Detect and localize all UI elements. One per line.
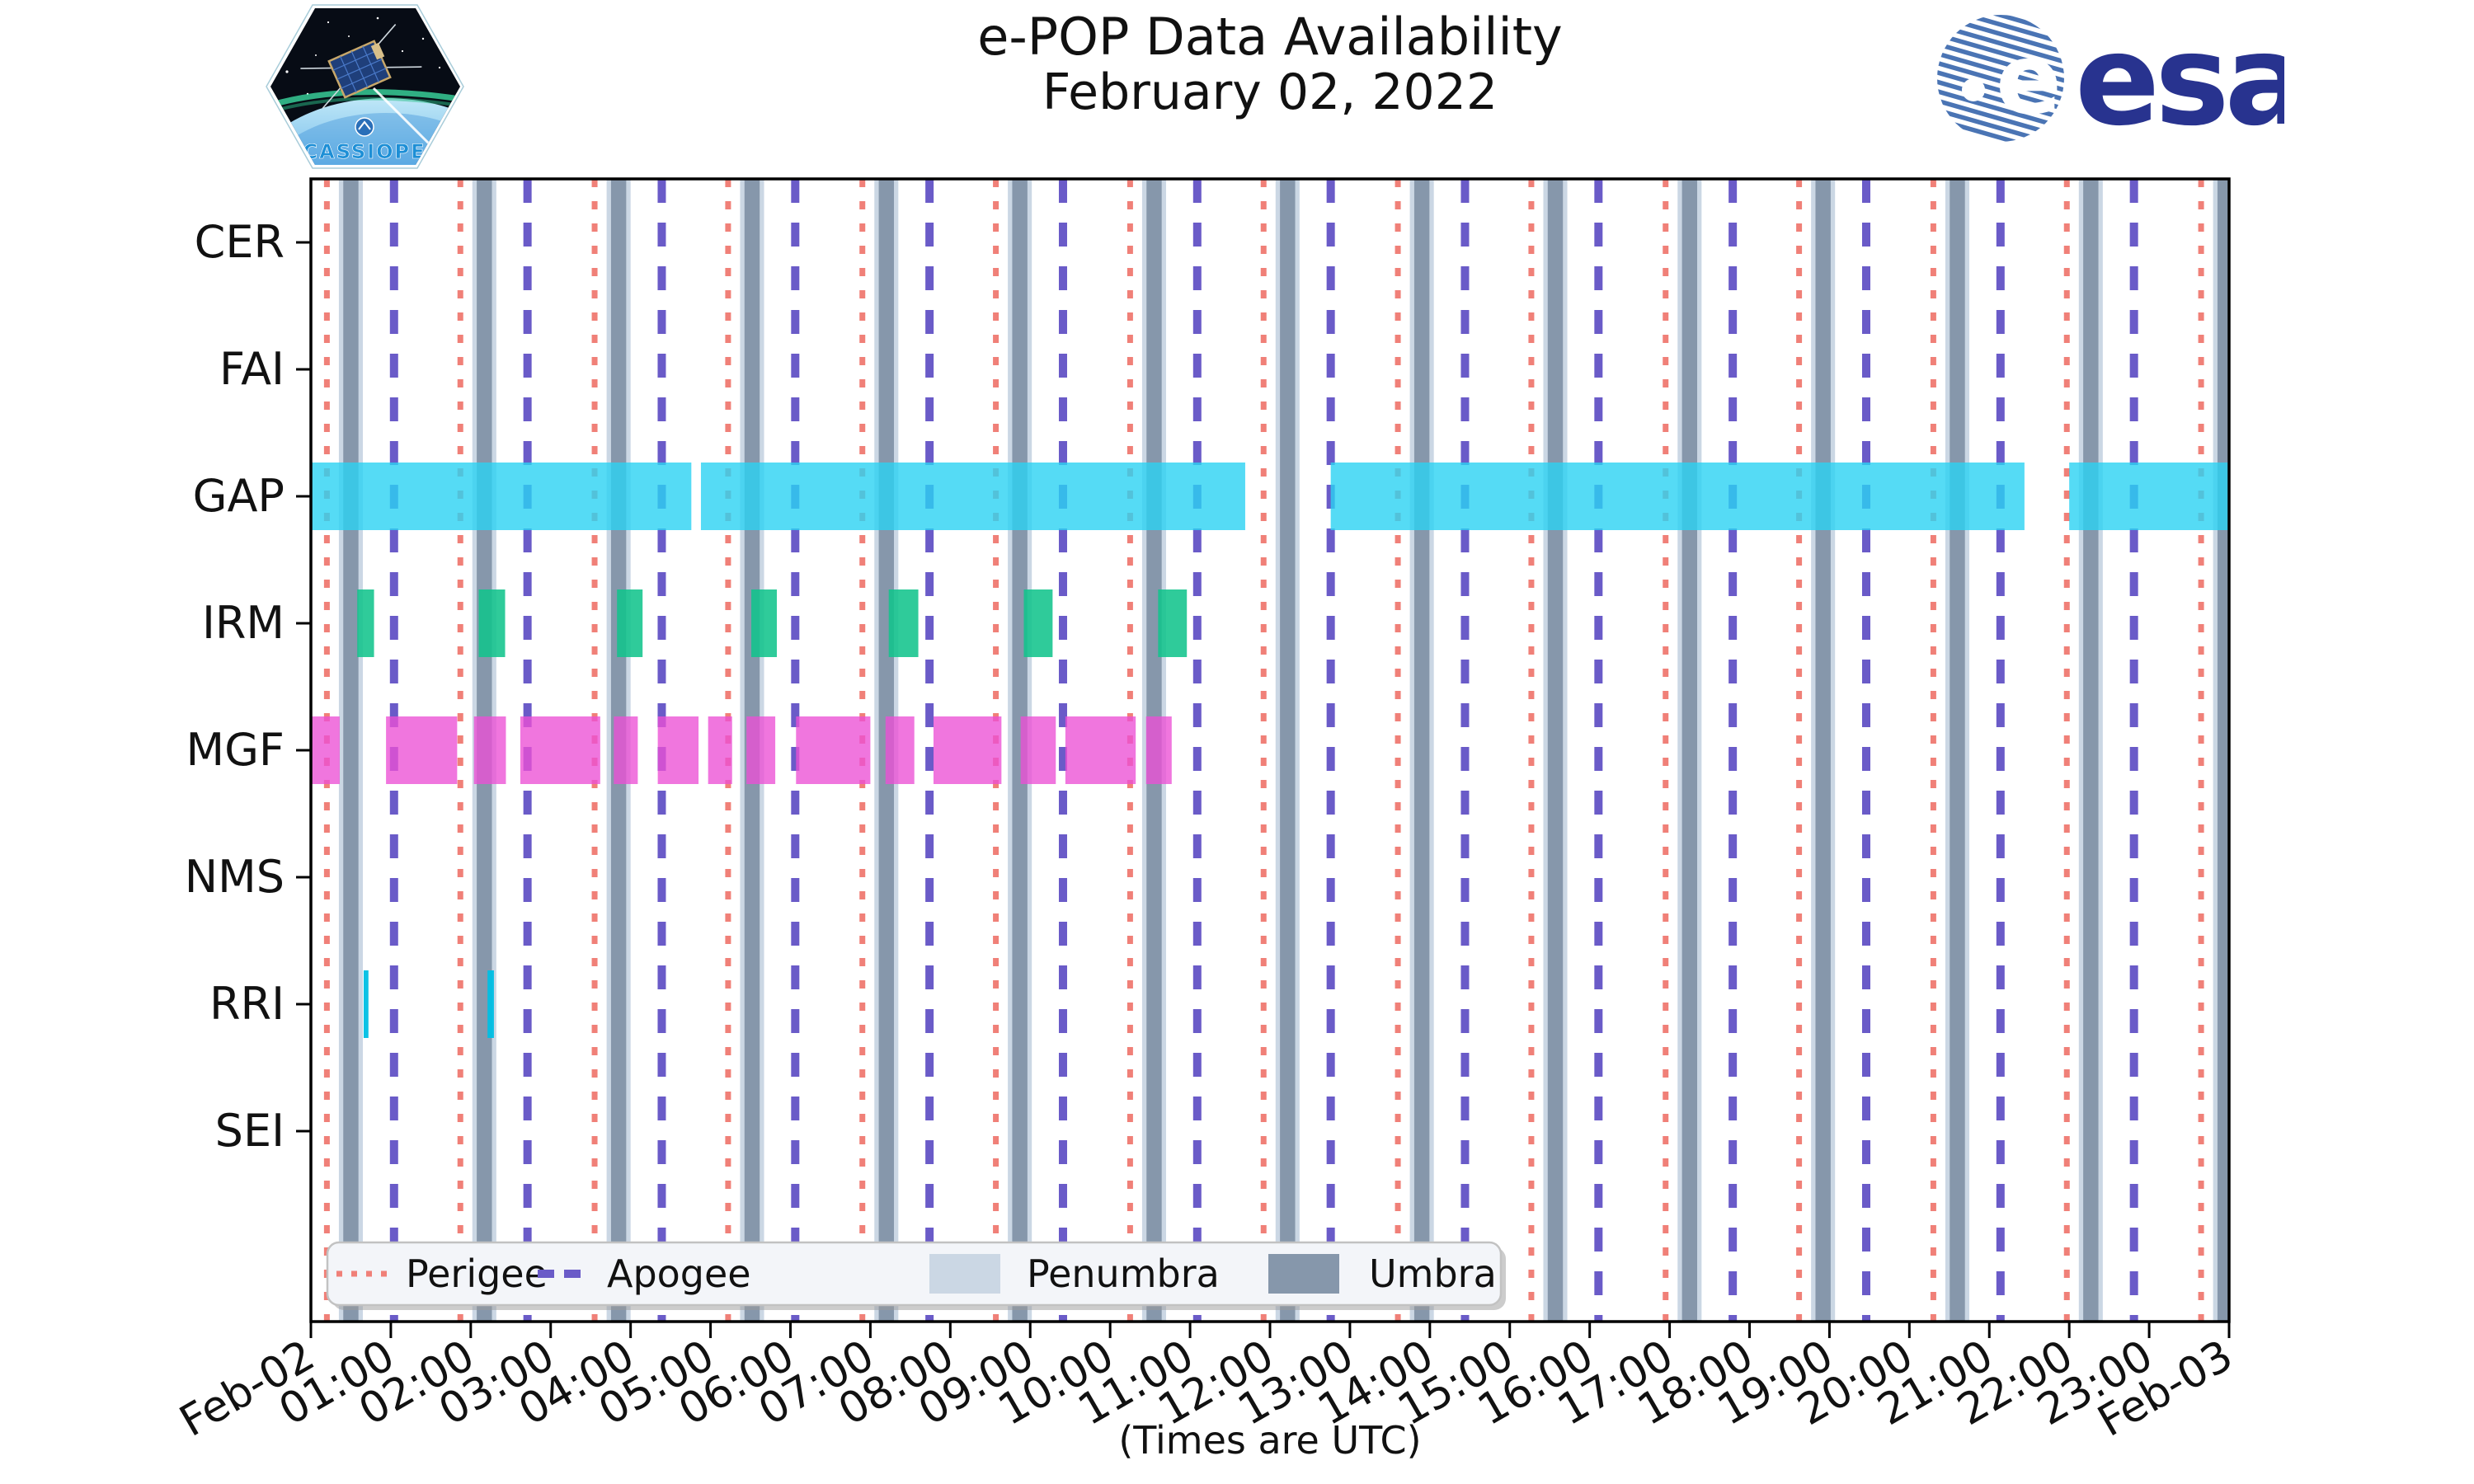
legend-label-umbra: Umbra [1369, 1252, 1497, 1296]
instrument-label-IRM: IRM [202, 597, 285, 649]
instrument-label-FAI: FAI [219, 343, 285, 395]
availability-bar-IRM [617, 589, 643, 657]
availability-bar-RRI [487, 970, 494, 1038]
availability-bar-MGF [657, 716, 699, 784]
availability-bar-IRM [888, 589, 919, 657]
legend-box [326, 1241, 1503, 1307]
availability-bar-MGF [708, 716, 732, 784]
availability-bar-IRM [357, 589, 374, 657]
instrument-label-NMS: NMS [185, 851, 285, 903]
legend-label-apogee: Apogee [607, 1252, 751, 1296]
esa-globe-e: e [1996, 22, 2062, 136]
availability-bar-MGF [885, 716, 915, 784]
availability-bar-MGF [933, 716, 1002, 784]
axes [296, 177, 2231, 1338]
instrument-label-GAP: GAP [193, 470, 285, 522]
esa-logo: e esa [1937, 7, 2284, 151]
legend-sample-penumbra [929, 1254, 1000, 1294]
availability-bar-IRM [1023, 589, 1053, 657]
availability-bar-MGF [473, 716, 506, 784]
availability-bar-MGF [520, 716, 600, 784]
availability-bar-MGF [311, 716, 340, 784]
availability-bar-MGF [386, 716, 458, 784]
availability-bar-MGF [746, 716, 776, 784]
title-block: e-POP Data Availability February 02, 202… [977, 8, 1563, 121]
umbra-band [2083, 179, 2099, 1322]
x-axis-caption: (Times are UTC) [1118, 1418, 1421, 1463]
availability-bar-IRM [478, 589, 506, 657]
satellite [300, 24, 422, 109]
esa-wordmark: esa [2075, 7, 2284, 151]
availability-bar-MGF [1065, 716, 1136, 784]
esa-globe-dot [1962, 78, 1985, 101]
chart-title: e-POP Data Availability [977, 7, 1563, 67]
cassiope-label: CASSIOPE [303, 140, 426, 163]
esa-globe: e [1937, 15, 2064, 142]
umbra-band [1280, 179, 1296, 1322]
availability-bar-GAP [700, 463, 1245, 530]
availability-bar-GAP [311, 463, 692, 530]
cassiope-mission-patch: CASSIOPE [266, 4, 464, 169]
availability-bar-IRM [751, 589, 778, 657]
availability-bar-MGF [1020, 716, 1056, 784]
legend-label-penumbra: Penumbra [1027, 1252, 1220, 1296]
chart-subtitle: February 02, 2022 [1042, 63, 1498, 122]
availability-bar-MGF [1145, 716, 1172, 784]
availability-bars [311, 463, 2229, 1038]
chart-legend: Perigee Apogee Penumbra Umbra [326, 1241, 1506, 1310]
umbra-band [1950, 179, 1965, 1322]
availability-bar-MGF [614, 716, 638, 784]
legend-sample-umbra [1268, 1254, 1339, 1294]
umbra-band [1681, 179, 1698, 1322]
laser-beam [372, 87, 433, 148]
instrument-label-SEI: SEI [215, 1105, 285, 1157]
instrument-label-MGF: MGF [186, 724, 285, 776]
availability-bar-MGF [796, 716, 871, 784]
availability-bar-IRM [1158, 589, 1188, 657]
availability-bar-RRI [363, 970, 369, 1038]
legend-label-perigee: Perigee [406, 1252, 548, 1296]
umbra-band [1547, 179, 1564, 1322]
umbra-band [1815, 179, 1831, 1322]
umbra-band [1413, 179, 1430, 1322]
instrument-label-RRI: RRI [209, 978, 285, 1030]
availability-bar-GAP [1330, 463, 2025, 530]
csa-roundel [355, 117, 374, 137]
instrument-label-CER: CER [195, 216, 285, 268]
availability-bar-GAP [2069, 463, 2229, 530]
umbra-band [343, 179, 359, 1322]
